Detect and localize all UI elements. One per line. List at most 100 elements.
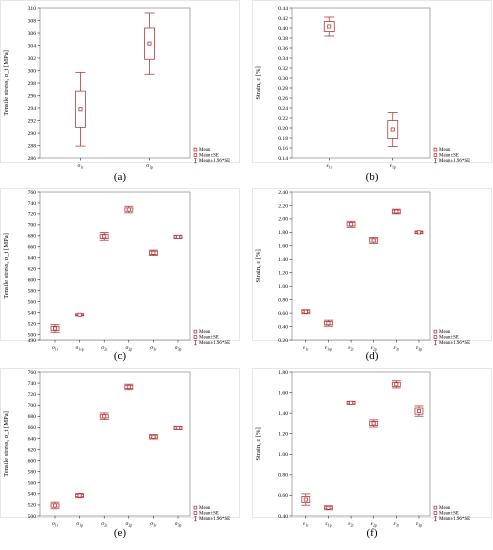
y-tick-label: 620: [28, 267, 37, 273]
y-tick-label: 520: [28, 321, 37, 327]
x-tick-label: ε3p: [416, 345, 422, 351]
y-tick-label: 540: [28, 310, 37, 316]
mean-point: [151, 250, 156, 255]
mean-point: [77, 493, 82, 498]
panel-border: [252, 188, 492, 341]
legend-se-icon: [193, 153, 198, 157]
mean-point: [327, 24, 332, 29]
legend-entry: Mean: [199, 506, 211, 511]
y-tick-label: 720: [28, 212, 37, 218]
y-tick-label: 1.40: [278, 257, 288, 263]
y-tick-label: 500: [28, 332, 37, 338]
y-tick-label: 2.20: [278, 203, 288, 209]
y-tick-label: 300: [28, 68, 37, 74]
x-tick-label: ε1r: [303, 345, 309, 351]
legend-entry: Mean±1.96*SE: [199, 341, 230, 346]
y-tick-label: 700: [28, 223, 37, 229]
legend-entry: Mean±1.96*SE: [439, 517, 470, 522]
x-tick-label: ε1r: [303, 521, 309, 527]
y-tick-label: 308: [28, 18, 37, 24]
y-tick-label: 290: [28, 131, 37, 137]
y-tick-label: 304: [28, 43, 37, 49]
panel-border: [252, 0, 492, 163]
legend-mean-icon: [193, 329, 198, 334]
legend-entry: Mean: [199, 330, 211, 335]
y-tick-label: 0.18: [278, 136, 288, 142]
y-tick-label: 600: [28, 278, 37, 284]
mean-point: [102, 414, 107, 419]
y-axis-title: Tensile stress, σ_t [MPa]: [3, 233, 10, 299]
mean-point: [77, 312, 82, 317]
y-tick-label: 2.00: [278, 217, 288, 223]
y-tick-label: 0.28: [278, 86, 288, 92]
legend-entry: Mean±1.96*SE: [439, 159, 470, 164]
legend-entry: Mean: [439, 330, 451, 335]
mean-point: [151, 434, 156, 439]
y-tick-label: 0.40: [278, 324, 288, 330]
legend-mean-icon: [433, 329, 438, 334]
y-tick-label: 490: [28, 338, 37, 344]
y-tick-label: 288: [28, 143, 37, 149]
y-tick-label: 286: [28, 156, 37, 162]
mean-point: [175, 234, 180, 239]
y-tick-label: 720: [28, 392, 37, 398]
legend-entry: Mean±SE: [199, 511, 219, 516]
y-tick-label: 296: [28, 93, 37, 99]
panel-label: (f): [367, 527, 378, 539]
y-tick-label: 0.32: [278, 66, 288, 72]
y-tick-label: 760: [28, 190, 37, 196]
y-tick-label: 0.80: [278, 473, 288, 479]
y-tick-label: 0.20: [278, 126, 288, 132]
y-tick-label: 640: [28, 436, 37, 442]
mean-point: [126, 384, 131, 389]
y-tick-label: 0.60: [278, 493, 288, 499]
y-tick-label: 0.14: [278, 156, 288, 162]
legend-mean-icon: [193, 147, 198, 152]
y-tick-label: 0.34: [278, 56, 288, 62]
mean-point: [371, 421, 376, 426]
plot-area: [39, 371, 191, 517]
legend-entry: Mean±1.96*SE: [199, 517, 230, 522]
y-tick-label: 660: [28, 425, 37, 431]
y-tick-label: 0.60: [278, 311, 288, 317]
y-tick-label: 0.80: [278, 297, 288, 303]
panel-label: (a): [114, 171, 127, 183]
mean-point: [175, 425, 180, 430]
legend-se-icon: [193, 335, 198, 339]
x-tick-label: σ2p: [125, 521, 132, 527]
legend-mean-icon: [433, 147, 438, 152]
y-tick-label: 298: [28, 81, 37, 87]
mean-point: [394, 382, 399, 387]
x-tick-label: ε1p: [390, 163, 396, 169]
panel-border: [0, 0, 240, 163]
mean-point: [394, 209, 399, 214]
mean-point: [326, 505, 331, 510]
y-tick-label: 0.16: [278, 146, 288, 152]
mean-point: [349, 222, 354, 227]
legend-entry: Mean±SE: [439, 335, 459, 340]
plot-area: [291, 371, 431, 517]
legend-mean-icon: [433, 505, 438, 510]
y-tick-label: 580: [28, 288, 37, 294]
x-tick-label: ε3p: [416, 521, 422, 527]
plot-area: [39, 191, 191, 341]
y-tick-label: 0.20: [278, 338, 288, 344]
panel-border: [0, 368, 240, 518]
x-tick-label: ε1rp: [325, 345, 333, 351]
y-axis-title: Strain, ε [%]: [255, 427, 262, 460]
y-tick-label: 1.00: [278, 452, 288, 458]
y-tick-label: 1.60: [278, 390, 288, 396]
y-tick-label: 1.60: [278, 244, 288, 250]
y-tick-label: 1.00: [278, 284, 288, 290]
chart-panel-e: 500 520 540 560 580 600 620 640 660 680 700 720 740 7…: [0, 368, 240, 527]
y-tick-label: 302: [28, 56, 37, 62]
x-tick-label: σ1r: [77, 163, 84, 169]
legend-se-icon: [433, 511, 438, 515]
plot-area: [39, 7, 191, 159]
